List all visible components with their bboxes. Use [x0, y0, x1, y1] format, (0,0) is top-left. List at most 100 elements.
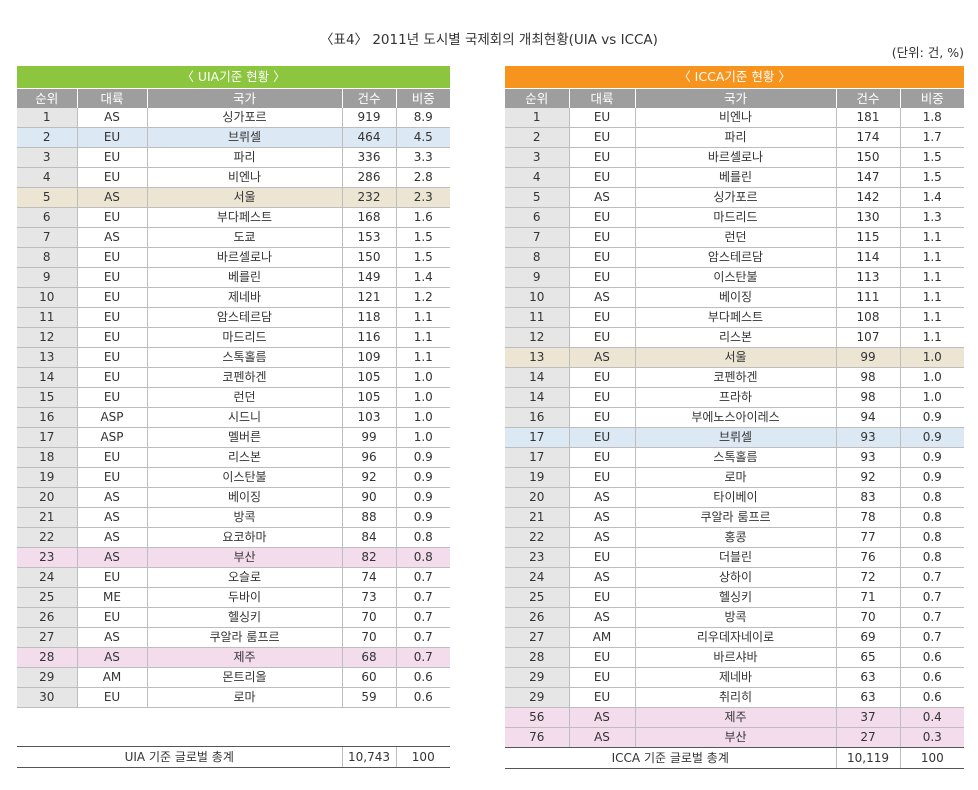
- cell-region: EU: [569, 367, 636, 388]
- cell-count: 92: [342, 467, 397, 488]
- cell-region: EU: [569, 327, 636, 348]
- cell-rank: 26: [17, 607, 78, 628]
- cell-region: EU: [77, 327, 148, 348]
- cell-share: 0.8: [900, 547, 965, 568]
- cell-city: 코펜하겐: [147, 367, 343, 388]
- cell-count: 96: [342, 447, 397, 468]
- cell-rank: 2: [505, 127, 570, 148]
- cell-share: 0.6: [396, 687, 451, 708]
- table-row: 26 AS 방콕 70 0.7: [505, 607, 965, 628]
- cell-city: 부산: [635, 727, 837, 748]
- table-row: 25 EU 헬싱키 71 0.7: [505, 587, 965, 608]
- cell-region: EU: [569, 407, 636, 428]
- cell-region: ASP: [77, 427, 148, 448]
- cell-region: EU: [77, 127, 148, 148]
- table-row: 6 EU 마드리드 130 1.3: [505, 207, 965, 228]
- cell-rank: 14: [505, 387, 570, 408]
- cell-rank: 1: [17, 108, 78, 128]
- cell-count: 98: [836, 367, 901, 388]
- cell-region: AS: [77, 647, 148, 668]
- cell-city: 바르셀로나: [635, 147, 837, 168]
- cell-region: AS: [77, 627, 148, 648]
- cell-count: 70: [836, 607, 901, 628]
- cell-city: 헬싱키: [147, 607, 343, 628]
- cell-city: 바르샤바: [635, 647, 837, 668]
- cell-count: 63: [836, 687, 901, 708]
- cell-count: 105: [342, 387, 397, 408]
- cell-region: EU: [77, 567, 148, 588]
- cell-share: 1.4: [900, 187, 965, 208]
- cell-rank: 23: [505, 547, 570, 568]
- cell-rank: 4: [17, 167, 78, 188]
- cell-count: 116: [342, 327, 397, 348]
- cell-city: 시드니: [147, 407, 343, 428]
- table-row: 9 EU 베를린 149 1.4: [17, 267, 451, 288]
- cell-city: 요코하마: [147, 527, 343, 548]
- col-count: 건수: [836, 88, 901, 108]
- cell-count: 63: [836, 667, 901, 688]
- table-row: 30 EU 로마 59 0.6: [17, 687, 451, 708]
- cell-region: EU: [77, 347, 148, 368]
- cell-count: 94: [836, 407, 901, 428]
- table-row: 14 EU 코펜하겐 105 1.0: [17, 367, 451, 388]
- table-row: 25 ME 두바이 73 0.7: [17, 587, 451, 608]
- cell-share: 4.5: [396, 127, 451, 148]
- spacer-row: [17, 727, 451, 747]
- cell-rank: 13: [505, 347, 570, 368]
- cell-region: AS: [569, 507, 636, 528]
- cell-rank: 16: [505, 407, 570, 428]
- table-row: 13 EU 스톡홀름 109 1.1: [17, 347, 451, 368]
- cell-count: 150: [342, 247, 397, 268]
- table-row: 24 AS 상하이 72 0.7: [505, 567, 965, 588]
- cell-region: EU: [569, 427, 636, 448]
- cell-share: 0.7: [900, 587, 965, 608]
- cell-count: 114: [836, 247, 901, 268]
- cell-share: 3.3: [396, 147, 451, 168]
- cell-city: 리우데자네이로: [635, 627, 837, 648]
- cell-count: 84: [342, 527, 397, 548]
- cell-rank: 12: [505, 327, 570, 348]
- cell-share: 1.4: [396, 267, 451, 288]
- cell-city: 마드리드: [635, 207, 837, 228]
- cell-rank: 7: [505, 227, 570, 248]
- cell-rank: 29: [505, 667, 570, 688]
- cell-city: 부다페스트: [147, 207, 343, 228]
- table-row: 17 EU 브뤼셀 93 0.9: [505, 427, 965, 448]
- table-row: 28 EU 바르샤바 65 0.6: [505, 647, 965, 668]
- cell-share: 0.9: [396, 447, 451, 468]
- cell-count: 92: [836, 467, 901, 488]
- cell-rank: 18: [17, 447, 78, 468]
- cell-share: 1.3: [900, 207, 965, 228]
- cell-city: 더블린: [635, 547, 837, 568]
- cell-region: EU: [569, 127, 636, 148]
- cell-rank: 10: [17, 287, 78, 308]
- cell-count: 70: [342, 627, 397, 648]
- cell-count: 88: [342, 507, 397, 528]
- cell-city: 베이징: [147, 487, 343, 508]
- cell-region: AS: [569, 527, 636, 548]
- cell-count: 93: [836, 427, 901, 448]
- cell-rank: 16: [17, 407, 78, 428]
- table-row: 22 AS 홍콩 77 0.8: [505, 527, 965, 548]
- col-region: 대륙: [77, 88, 148, 108]
- cell-count: 37: [836, 707, 901, 728]
- cell-count: 69: [836, 627, 901, 648]
- cell-rank: 12: [17, 327, 78, 348]
- cell-share: 1.0: [396, 427, 451, 448]
- cell-share: 0.9: [900, 467, 965, 488]
- cell-rank: 29: [17, 667, 78, 688]
- cell-count: 74: [342, 567, 397, 588]
- cell-rank: 11: [17, 307, 78, 328]
- cell-city: 파리: [635, 127, 837, 148]
- cell-count: 103: [342, 407, 397, 428]
- cell-city: 제주: [147, 647, 343, 668]
- cell-rank: 13: [17, 347, 78, 368]
- cell-city: 암스테르담: [147, 307, 343, 328]
- cell-city: 로마: [147, 687, 343, 708]
- cell-count: 90: [342, 487, 397, 508]
- cell-city: 비엔나: [147, 167, 343, 188]
- total-share: 100: [396, 746, 451, 768]
- table-row: 19 EU 로마 92 0.9: [505, 467, 965, 488]
- cell-share: 0.6: [900, 687, 965, 708]
- cell-city: 방콕: [635, 607, 837, 628]
